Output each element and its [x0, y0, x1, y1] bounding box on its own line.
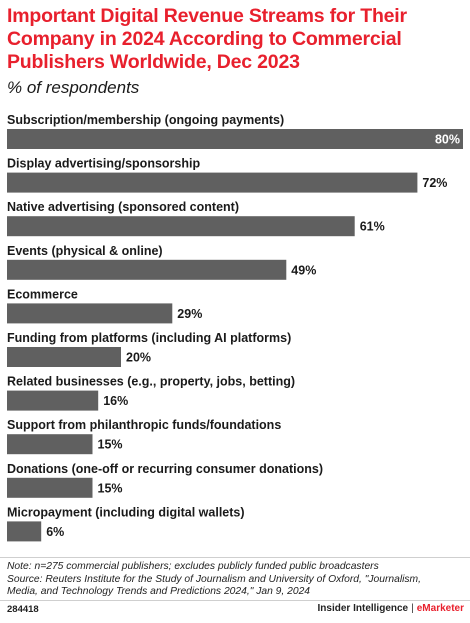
category-label: Display advertising/sponsorship: [7, 157, 200, 171]
brand-separator: |: [411, 603, 414, 614]
category-label: Related businesses (e.g., property, jobs…: [7, 375, 295, 389]
bar: [7, 434, 93, 455]
category-label: Funding from platforms (including AI pla…: [7, 331, 291, 345]
footer-bottom-divider: [0, 600, 470, 601]
value-label: 16%: [103, 394, 128, 408]
chart-subtitle: % of respondents: [7, 78, 140, 97]
bar: [7, 172, 418, 193]
value-label: 15%: [98, 438, 123, 452]
bar: [7, 390, 99, 411]
category-label: Support from philanthropic funds/foundat…: [7, 418, 281, 432]
bar-chart: Subscription/membership (ongoing payment…: [7, 113, 463, 542]
value-label: 80%: [435, 133, 460, 147]
bar: [7, 259, 287, 280]
category-label: Micropayment (including digital wallets): [7, 505, 245, 519]
footer-notes: Note: n=275 commercial publishers; exclu…: [7, 561, 467, 599]
chart-id: 284418: [7, 604, 39, 615]
footer-source-line-2: Media, and Technology Trends and Predict…: [7, 586, 311, 598]
value-label: 29%: [177, 307, 202, 321]
brand-logo: Insider Intelligence | eMarketer: [318, 603, 464, 614]
footer-divider: [0, 557, 470, 558]
value-label: 15%: [98, 481, 123, 495]
bar: [7, 303, 173, 324]
value-label: 72%: [422, 176, 447, 190]
value-label: 20%: [126, 351, 151, 365]
category-label: Ecommerce: [7, 287, 78, 301]
bar: [7, 216, 355, 237]
footer-source-line-1: Source: Reuters Institute for the Study …: [7, 573, 421, 585]
category-label: Events (physical & online): [7, 244, 163, 258]
bar: [7, 477, 93, 498]
bar: [7, 347, 121, 367]
brand-emarketer: eMarketer: [416, 603, 464, 614]
brand-insider-intelligence: Insider Intelligence: [317, 603, 409, 614]
value-label: 49%: [291, 263, 316, 277]
bar: [7, 521, 42, 542]
footer-note: Note: n=275 commercial publishers; exclu…: [7, 561, 379, 572]
chart-title: Important Digital Revenue Streams for Th…: [7, 5, 407, 73]
value-label: 6%: [46, 525, 64, 539]
category-label: Subscription/membership (ongoing payment…: [7, 113, 284, 127]
bar: [7, 129, 463, 149]
category-label: Native advertising (sponsored content): [7, 200, 239, 214]
value-label: 61%: [360, 220, 385, 234]
category-label: Donations (one-off or recurring consumer…: [7, 462, 323, 476]
